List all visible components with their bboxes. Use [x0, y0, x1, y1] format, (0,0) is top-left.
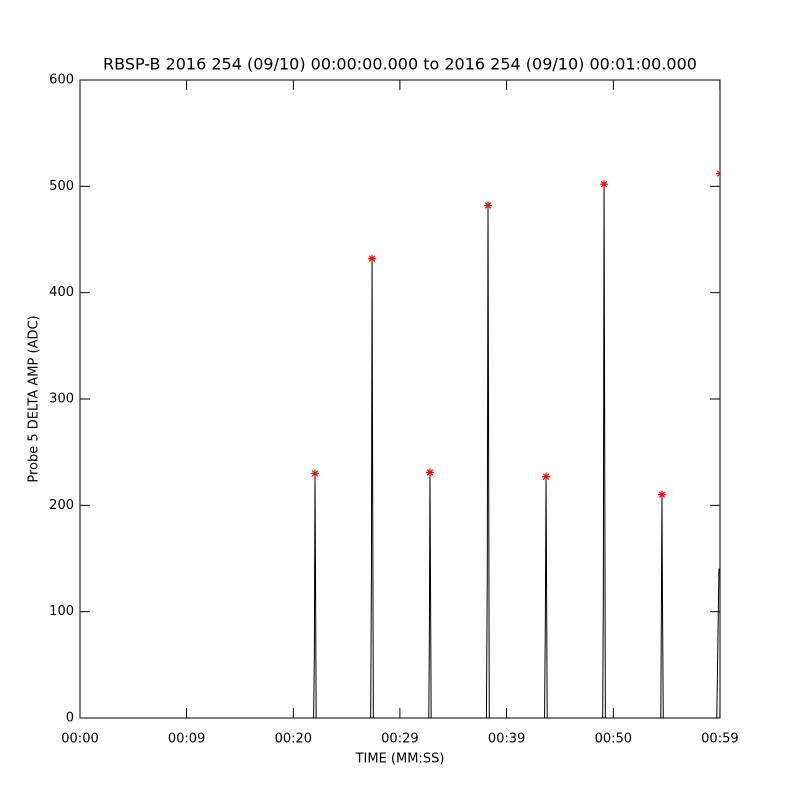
data-line: [80, 184, 720, 718]
peak-marker: [657, 490, 666, 499]
y-tick-label: 400: [49, 285, 74, 300]
y-tick-label: 600: [49, 73, 74, 88]
plot-area: [80, 169, 720, 718]
chart-title: RBSP-B 2016 254 (09/10) 00:00:00.000 to …: [103, 55, 697, 74]
peak-marker: [542, 472, 551, 481]
peak-marker: [600, 180, 609, 189]
y-tick-label: 0: [66, 711, 74, 726]
x-tick-label: 00:59: [701, 732, 738, 747]
y-axis-label: Probe 5 DELTA AMP (ADC): [27, 315, 42, 482]
y-tick-label: 200: [49, 498, 74, 513]
peak-marker: [310, 469, 319, 478]
y-tick-label: 500: [49, 179, 74, 194]
x-tick-label: 00:00: [61, 732, 98, 747]
x-axis-label: TIME (MM:SS): [355, 752, 445, 767]
x-tick-label: 00:50: [595, 732, 632, 747]
x-tick-label: 00:09: [168, 732, 205, 747]
peak-marker: [425, 468, 434, 477]
x-tick-label: 00:20: [275, 732, 312, 747]
x-tick-label: 00:29: [381, 732, 418, 747]
x-tick-label: 00:39: [488, 732, 525, 747]
y-tick-label: 100: [49, 604, 74, 619]
peak-marker: [368, 254, 377, 263]
peak-marker: [484, 201, 492, 210]
y-tick-label: 300: [49, 392, 74, 407]
